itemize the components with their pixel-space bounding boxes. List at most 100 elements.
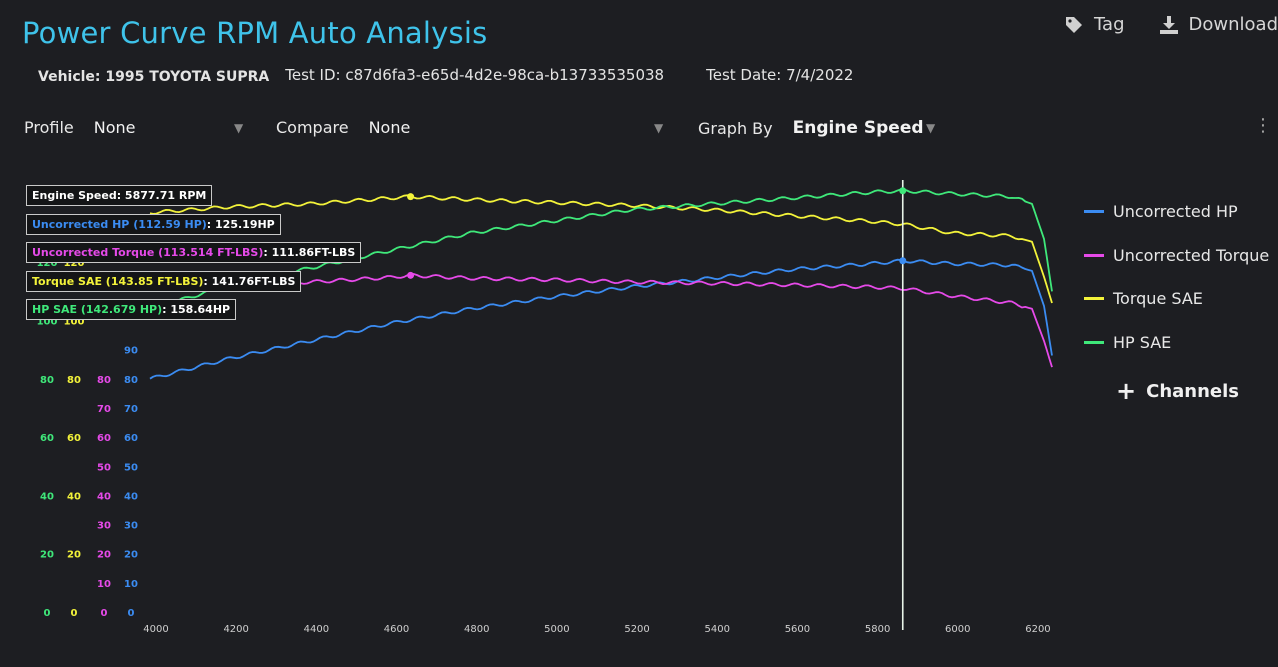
- y-tick-label: 10: [97, 579, 111, 590]
- download-icon: [1159, 15, 1178, 34]
- y-tick-label: 60: [67, 433, 81, 444]
- x-tick-label: 4000: [143, 624, 168, 635]
- y-tick-label: 60: [40, 433, 54, 444]
- y-axes: 0204060801001200204060801001200102030405…: [37, 258, 138, 619]
- channels-label: Channels: [1146, 380, 1240, 402]
- x-tick-label: 5200: [624, 624, 649, 635]
- tooltip-uncorrected-hp: Uncorrected HP (112.59 HP): 125.19HP: [26, 214, 281, 235]
- legend-item-uncorrected-torque[interactable]: Uncorrected Torque: [1084, 234, 1269, 278]
- graph-by-value: Engine Speed: [792, 118, 924, 138]
- x-tick-label: 5800: [865, 624, 890, 635]
- y-tick-label: 50: [97, 462, 111, 473]
- legend-label: HP SAE: [1113, 332, 1172, 352]
- legend-swatch: [1084, 297, 1104, 301]
- controls-bar: Profile None ▼ Compare None ▼ Graph By E…: [24, 115, 1278, 146]
- x-tick-label: 5400: [705, 624, 730, 635]
- tooltip-hp-sae: HP SAE (142.679 HP): 158.64HP: [26, 299, 237, 320]
- chart-legend: Uncorrected HP Uncorrected Torque Torque…: [1084, 190, 1269, 364]
- series-line: [149, 194, 1053, 304]
- y-tick-label: 20: [97, 550, 111, 561]
- test-id-text: Test ID: c87d6fa3-e65d-4d2e-98ca-b137335…: [285, 66, 665, 84]
- compare-select[interactable]: Compare None ▼: [276, 118, 663, 137]
- tooltip-tsae-value: 141.76FT-LBS: [211, 275, 296, 288]
- legend-label: Uncorrected HP: [1113, 202, 1238, 222]
- chevron-down-icon: ▼: [926, 121, 936, 135]
- y-tick-label: 30: [124, 521, 138, 532]
- compare-label: Compare: [276, 118, 349, 137]
- y-tick-label: 70: [97, 404, 111, 415]
- y-tick-label: 20: [40, 550, 54, 561]
- y-tick-label: 60: [124, 433, 138, 444]
- tag-icon: [1066, 16, 1083, 33]
- x-tick-label: 6200: [1025, 624, 1050, 635]
- y-tick-label: 40: [67, 491, 81, 502]
- y-tick-label: 10: [124, 579, 138, 590]
- top-actions: Tag Download: [1064, 14, 1278, 35]
- y-tick-label: 80: [40, 375, 54, 386]
- compare-value: None: [368, 118, 411, 137]
- tooltip-hpsae-value: 158.64HP: [170, 303, 231, 316]
- legend-item-hp-sae[interactable]: HP SAE: [1084, 321, 1269, 365]
- profile-value: None: [93, 118, 136, 137]
- y-tick-label: 70: [124, 404, 138, 415]
- tooltip-uhp-value: 125.19HP: [215, 218, 275, 231]
- x-tick-label: 5600: [785, 624, 810, 635]
- y-tick-label: 100: [37, 317, 58, 328]
- tooltip-uhp-name: Uncorrected HP (112.59 HP): [32, 218, 207, 231]
- y-tick-label: 30: [97, 521, 111, 532]
- legend-swatch: [1084, 340, 1104, 344]
- add-channels-button[interactable]: + Channels: [1116, 377, 1239, 405]
- download-button[interactable]: Download: [1159, 14, 1278, 35]
- x-tick-label: 4600: [384, 624, 409, 635]
- peak-marker: [407, 193, 415, 201]
- page-title: Power Curve RPM Auto Analysis: [22, 16, 488, 50]
- y-tick-label: 0: [128, 608, 135, 619]
- y-tick-label: 40: [40, 491, 54, 502]
- chevron-down-icon: ▼: [654, 120, 664, 135]
- tooltip-utq-name: Uncorrected Torque (113.514 FT-LBS): [32, 246, 264, 259]
- y-tick-label: 60: [97, 433, 111, 444]
- y-tick-label: 0: [44, 608, 51, 619]
- cursor-marker: [899, 257, 907, 265]
- legend-item-torque-sae[interactable]: Torque SAE: [1084, 277, 1269, 321]
- legend-swatch: [1084, 253, 1104, 257]
- peak-marker: [407, 271, 415, 279]
- y-tick-label: 20: [124, 550, 138, 561]
- legend-item-uncorrected-hp[interactable]: Uncorrected HP: [1084, 190, 1269, 234]
- y-tick-label: 50: [124, 462, 138, 473]
- test-meta: Vehicle: 1995 TOYOTA SUPRA Test ID: c87d…: [38, 66, 853, 85]
- x-tick-label: 4200: [223, 624, 248, 635]
- x-tick-label: 5000: [544, 624, 569, 635]
- chevron-down-icon: ▼: [234, 120, 244, 135]
- y-tick-label: 40: [124, 491, 138, 502]
- x-axis: 4000 4200 4400 4600 4800 5000 5200 5400 5600 5800…: [143, 624, 1050, 635]
- profile-label: Profile: [24, 118, 74, 137]
- tag-button[interactable]: Tag: [1064, 14, 1125, 35]
- tooltip-torque-sae: Torque SAE (143.85 FT-LBS): 141.76FT-LBS: [26, 271, 302, 292]
- y-tick-label: 80: [67, 375, 81, 386]
- tooltip-tsae-name: Torque SAE (143.85 FT-LBS): [32, 275, 204, 288]
- x-tick-label: 6000: [945, 624, 970, 635]
- legend-swatch: [1084, 210, 1104, 214]
- y-tick-label: 0: [71, 608, 78, 619]
- vehicle-text: Vehicle: 1995 TOYOTA SUPRA: [38, 69, 270, 85]
- tooltip-uncorrected-torque: Uncorrected Torque (113.514 FT-LBS): 111…: [26, 242, 362, 263]
- legend-label: Uncorrected Torque: [1113, 245, 1270, 265]
- profile-select[interactable]: Profile None ▼: [24, 118, 243, 137]
- test-date-text: Test Date: 7/4/2022: [706, 66, 854, 84]
- y-tick-label: 80: [97, 375, 111, 386]
- plus-icon: +: [1116, 377, 1137, 405]
- more-menu-icon[interactable]: ⋮: [1254, 115, 1272, 136]
- y-tick-label: 90: [124, 346, 138, 357]
- cursor-marker: [899, 187, 907, 195]
- y-tick-label: 120: [37, 258, 58, 269]
- y-tick-label: 80: [124, 375, 138, 386]
- tooltip-hpsae-name: HP SAE (142.679 HP): [32, 303, 163, 316]
- y-tick-label: 0: [101, 608, 108, 619]
- y-tick-label: 20: [67, 550, 81, 561]
- tooltip-utq-value: 111.86FT-LBS: [271, 246, 356, 259]
- cursor-layer: [899, 180, 907, 630]
- graph-by-select[interactable]: Graph By Engine Speed ▼: [698, 118, 935, 138]
- x-tick-label: 4800: [464, 624, 489, 635]
- x-tick-label: 4400: [304, 624, 329, 635]
